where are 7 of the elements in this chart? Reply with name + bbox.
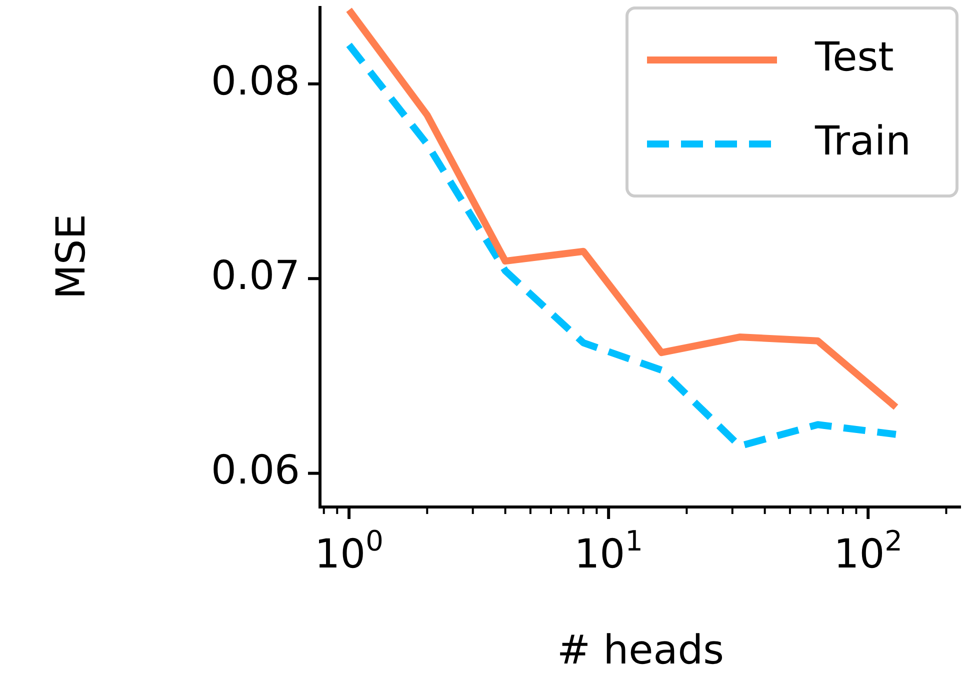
y-tick-label: 0.08 — [210, 58, 300, 104]
y-tick-label: 0.06 — [210, 448, 300, 494]
y-tick-label: 0.07 — [210, 252, 300, 299]
x-axis-title: # heads — [557, 627, 724, 674]
y-axis-title: MSE — [48, 214, 94, 300]
legend-label: Train — [814, 118, 911, 164]
legend-label: Test — [814, 34, 894, 80]
